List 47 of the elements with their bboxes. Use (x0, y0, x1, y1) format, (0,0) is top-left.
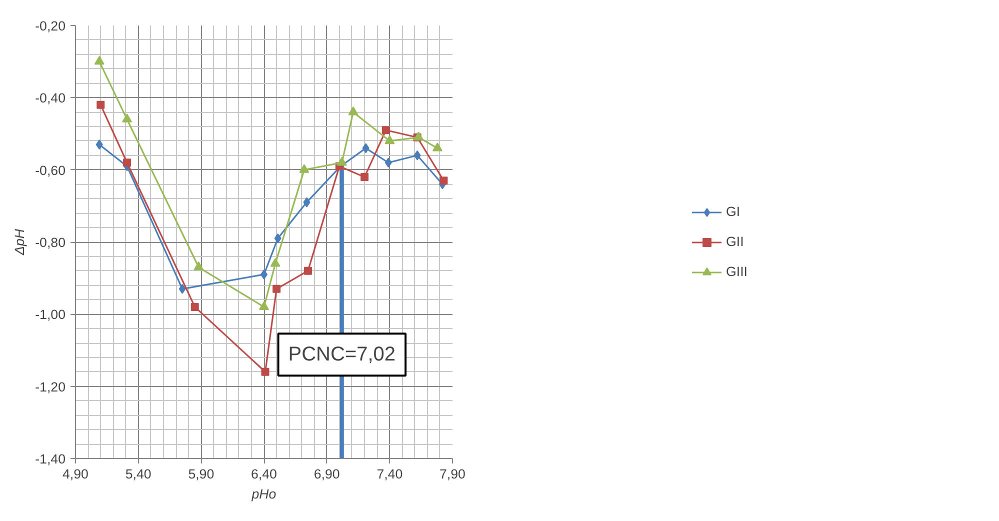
point (360, 173, 369, 182)
x-tick-label: 4,90 (62, 466, 88, 482)
point (440, 176, 448, 185)
point (348, 106, 358, 116)
y-tick-label: -1,20 (35, 379, 66, 394)
point (432, 142, 442, 152)
point (270, 258, 280, 267)
point (178, 284, 186, 294)
y-tick-label: -0,40 (35, 90, 66, 106)
point (259, 301, 269, 310)
legend-label: GIII (726, 264, 748, 279)
point (414, 132, 424, 140)
legend-label: GI (726, 204, 742, 219)
point (94, 56, 104, 65)
ref-line-label: PCNC=7,02 (288, 344, 396, 366)
point (272, 284, 281, 293)
point (304, 266, 312, 275)
point (384, 158, 392, 168)
x-tick-label: 5,40 (125, 466, 152, 482)
x-tick-label: 5,90 (188, 466, 214, 482)
point (261, 368, 270, 376)
y-tick-label: -1,00 (35, 307, 66, 322)
x-axis-title: pHo (250, 486, 276, 502)
point (384, 135, 395, 144)
point (414, 150, 421, 160)
point (194, 262, 204, 270)
x-tick-label: 7,40 (376, 466, 403, 482)
y-tick-label: -0,80 (35, 235, 66, 250)
x-tick-label: 7,90 (440, 466, 466, 482)
point (96, 100, 105, 109)
y-axis-title: ΔpH (12, 228, 28, 256)
y-tick-label: -0,20 (35, 18, 66, 34)
point (123, 158, 132, 167)
point (303, 197, 310, 208)
point (382, 126, 390, 134)
point (274, 233, 282, 244)
y-tick-label: -1,40 (35, 452, 66, 466)
y-tick-label: -0,60 (35, 162, 66, 178)
point (336, 156, 347, 166)
point (299, 164, 310, 173)
x-tick-label: 6,40 (251, 466, 277, 482)
point (96, 140, 103, 150)
x-tick-label: 6,90 (314, 466, 340, 482)
legend-label: GII (726, 234, 745, 249)
point (122, 114, 132, 122)
point (190, 302, 199, 311)
point (362, 143, 370, 154)
